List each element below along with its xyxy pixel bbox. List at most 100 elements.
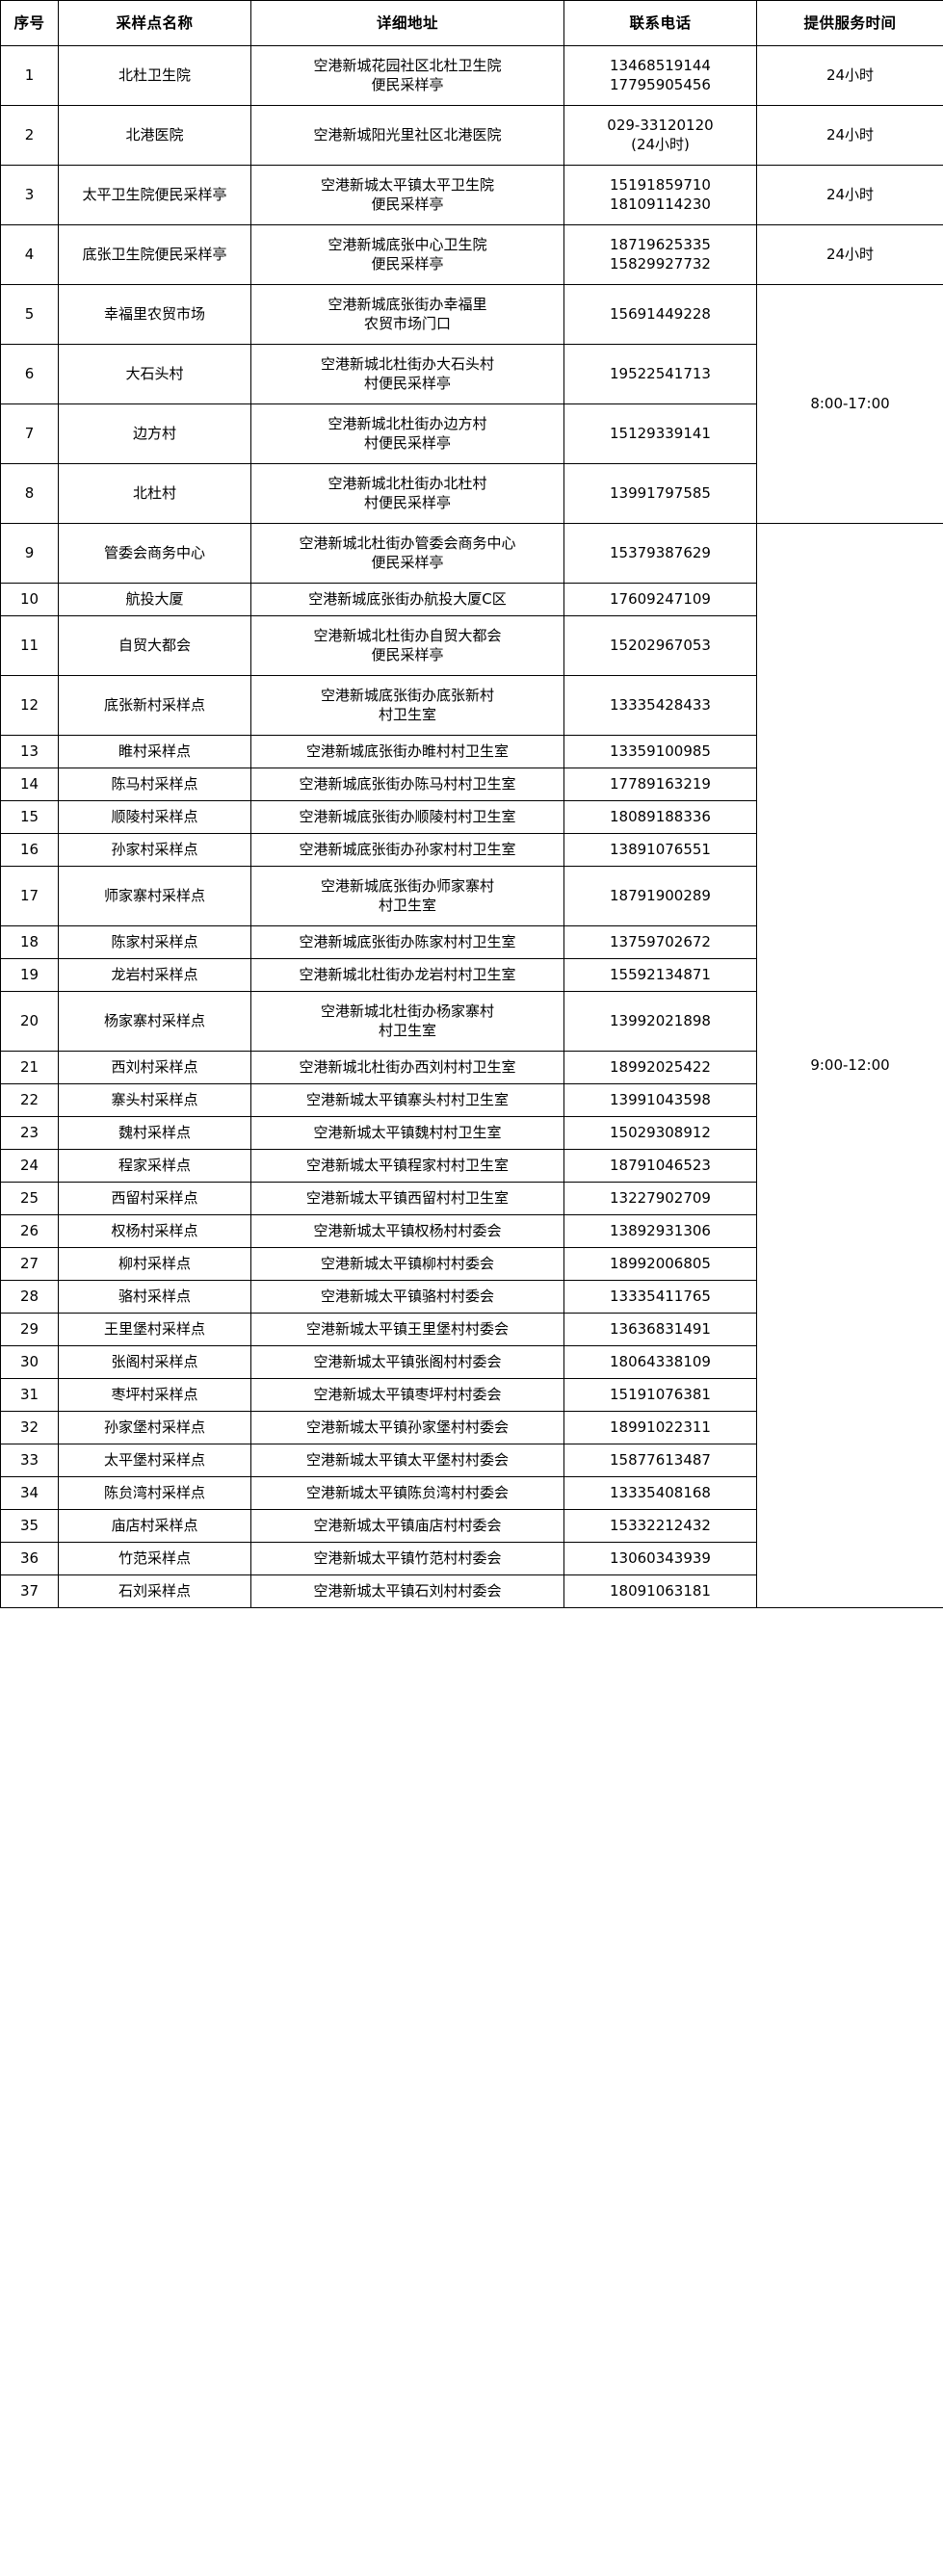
cell-phone: 15877613487	[563, 1444, 757, 1477]
cell-address: 空港新城太平镇太平卫生院 便民采样亭	[250, 165, 564, 225]
cell-phone: 15191859710 18109114230	[563, 165, 757, 225]
cell-phone: 18791900289	[563, 866, 757, 926]
cell-phone: 18719625335 15829927732	[563, 224, 757, 285]
table-row: 34 陈贠湾村采样点 空港新城太平镇陈贠湾村村委会 13335408168	[0, 1476, 943, 1510]
cell-service-time: 24小时	[756, 165, 943, 225]
column-header-address: 详细地址	[250, 0, 564, 46]
cell-site-name: 幸福里农贸市场	[58, 284, 251, 345]
cell-index: 34	[0, 1476, 59, 1510]
cell-site-name: 北杜卫生院	[58, 45, 251, 106]
table-row: 1 北杜卫生院 空港新城花园社区北杜卫生院 便民采样亭 13468519144 177…	[0, 45, 943, 106]
cell-address: 空港新城花园社区北杜卫生院 便民采样亭	[250, 45, 564, 106]
cell-site-name: 航投大厦	[58, 583, 251, 616]
cell-address: 空港新城太平镇庙店村村委会	[250, 1509, 564, 1543]
cell-address: 空港新城太平镇寨头村村卫生室	[250, 1083, 564, 1117]
cell-address: 空港新城北杜街办西刘村村卫生室	[250, 1051, 564, 1084]
cell-address: 空港新城底张街办陈马村村卫生室	[250, 768, 564, 801]
cell-phone: 18091063181	[563, 1574, 757, 1608]
cell-index: 28	[0, 1280, 59, 1314]
cell-site-name: 魏村采样点	[58, 1116, 251, 1150]
cell-index: 1	[0, 45, 59, 106]
table-row: 5 幸福里农贸市场 空港新城底张街办幸福里 农贸市场门口 15691449228 8:0…	[0, 284, 943, 524]
cell-phone: 13891076551	[563, 833, 757, 867]
cell-index: 29	[0, 1313, 59, 1346]
cell-phone: 13359100985	[563, 735, 757, 768]
cell-index: 17	[0, 866, 59, 926]
cell-phone: 18992025422	[563, 1051, 757, 1084]
table-row: 9 管委会商务中心 空港新城北杜街办管委会商务中心 便民采样亭 15379387629…	[0, 523, 943, 1608]
cell-address: 空港新城底张街办底张新村 村卫生室	[250, 675, 564, 736]
cell-site-name: 陈马村采样点	[58, 768, 251, 801]
cell-phone: 17609247109	[563, 583, 757, 616]
cell-index: 15	[0, 800, 59, 834]
table-row: 7 边方村 空港新城北杜街办边方村 村便民采样亭 15129339141	[0, 403, 943, 464]
table-row: 24 程家采样点 空港新城太平镇程家村村卫生室 18791046523	[0, 1149, 943, 1183]
cell-index: 13	[0, 735, 59, 768]
cell-index: 30	[0, 1345, 59, 1379]
cell-index: 24	[0, 1149, 59, 1183]
table-row: 32 孙家堡村采样点 空港新城太平镇孙家堡村村委会 18991022311	[0, 1411, 943, 1444]
cell-service-time: 24小时	[756, 224, 943, 285]
cell-site-name: 陈贠湾村采样点	[58, 1476, 251, 1510]
cell-index: 31	[0, 1378, 59, 1412]
cell-phone: 15691449228	[563, 284, 757, 345]
cell-site-name: 寨头村采样点	[58, 1083, 251, 1117]
cell-site-name: 柳村采样点	[58, 1247, 251, 1281]
cell-phone: 13060343939	[563, 1542, 757, 1575]
table-row: 14 陈马村采样点 空港新城底张街办陈马村村卫生室 17789163219	[0, 768, 943, 801]
cell-address: 空港新城太平镇王里堡村村委会	[250, 1313, 564, 1346]
cell-site-name: 太平卫生院便民采样亭	[58, 165, 251, 225]
cell-address: 空港新城底张街办陈家村村卫生室	[250, 925, 564, 959]
cell-address: 空港新城底张街办顺陵村村卫生室	[250, 800, 564, 834]
cell-address: 空港新城北杜街办北杜村 村便民采样亭	[250, 463, 564, 524]
table-row: 16 孙家村采样点 空港新城底张街办孙家村村卫生室 13891076551	[0, 833, 943, 867]
cell-index: 5	[0, 284, 59, 345]
cell-address: 空港新城太平镇程家村村卫生室	[250, 1149, 564, 1183]
cell-phone: 18791046523	[563, 1149, 757, 1183]
cell-phone: 15379387629	[563, 523, 757, 584]
cell-phone: 13992021898	[563, 991, 757, 1052]
cell-phone: 19522541713	[563, 344, 757, 404]
table-row: 30 张阁村采样点 空港新城太平镇张阁村村委会 18064338109	[0, 1345, 943, 1379]
cell-site-name: 庙店村采样点	[58, 1509, 251, 1543]
cell-address: 空港新城北杜街办龙岩村村卫生室	[250, 958, 564, 992]
cell-address: 空港新城底张街办幸福里 农贸市场门口	[250, 284, 564, 345]
cell-service-time: 24小时	[756, 105, 943, 166]
cell-phone: 13892931306	[563, 1214, 757, 1248]
table-row: 18 陈家村采样点 空港新城底张街办陈家村村卫生室 13759702672	[0, 925, 943, 959]
cell-phone: 18064338109	[563, 1345, 757, 1379]
cell-phone: 15592134871	[563, 958, 757, 992]
cell-address: 空港新城北杜街办管委会商务中心 便民采样亭	[250, 523, 564, 584]
cell-site-name: 龙岩村采样点	[58, 958, 251, 992]
cell-address: 空港新城北杜街办杨家寨村 村卫生室	[250, 991, 564, 1052]
cell-site-name: 枣坪村采样点	[58, 1378, 251, 1412]
cell-index: 22	[0, 1083, 59, 1117]
cell-phone: 18992006805	[563, 1247, 757, 1281]
cell-address: 空港新城太平镇权杨村村委会	[250, 1214, 564, 1248]
cell-phone: 13468519144 17795905456	[563, 45, 757, 106]
cell-index: 25	[0, 1182, 59, 1215]
cell-phone: 15191076381	[563, 1378, 757, 1412]
cell-address: 空港新城太平镇陈贠湾村村委会	[250, 1476, 564, 1510]
table-row: 28 骆村采样点 空港新城太平镇骆村村委会 13335411765	[0, 1280, 943, 1314]
cell-index: 4	[0, 224, 59, 285]
table-row: 21 西刘村采样点 空港新城北杜街办西刘村村卫生室 18992025422	[0, 1051, 943, 1084]
cell-address: 空港新城北杜街办自贸大都会 便民采样亭	[250, 615, 564, 676]
cell-address: 空港新城太平镇竹范村村委会	[250, 1542, 564, 1575]
cell-site-name: 底张卫生院便民采样亭	[58, 224, 251, 285]
cell-service-time: 8:00-17:00	[756, 284, 943, 524]
table-row: 11 自贸大都会 空港新城北杜街办自贸大都会 便民采样亭 15202967053	[0, 615, 943, 676]
cell-address: 空港新城太平镇骆村村委会	[250, 1280, 564, 1314]
table-row: 20 杨家寨村采样点 空港新城北杜街办杨家寨村 村卫生室 13992021898	[0, 991, 943, 1052]
cell-service-time: 9:00-12:00	[756, 523, 943, 1608]
table-row: 6 大石头村 空港新城北杜街办大石头村 村便民采样亭 19522541713	[0, 344, 943, 404]
table-row: 12 底张新村采样点 空港新城底张街办底张新村 村卫生室 13335428433	[0, 675, 943, 736]
column-header-service-time: 提供服务时间	[756, 0, 943, 46]
cell-index: 3	[0, 165, 59, 225]
cell-phone: 17789163219	[563, 768, 757, 801]
table-row: 2 北港医院 空港新城阳光里社区北港医院 029-33120120 (24小时) 24小…	[0, 105, 943, 166]
table-header: 序号 采样点名称 详细地址 联系电话 提供服务时间	[0, 0, 943, 46]
sampling-points-table: 序号 采样点名称 详细地址 联系电话 提供服务时间 1 北杜卫生院 空港新城花园社区…	[0, 0, 943, 1608]
cell-site-name: 骆村采样点	[58, 1280, 251, 1314]
cell-phone: 13759702672	[563, 925, 757, 959]
